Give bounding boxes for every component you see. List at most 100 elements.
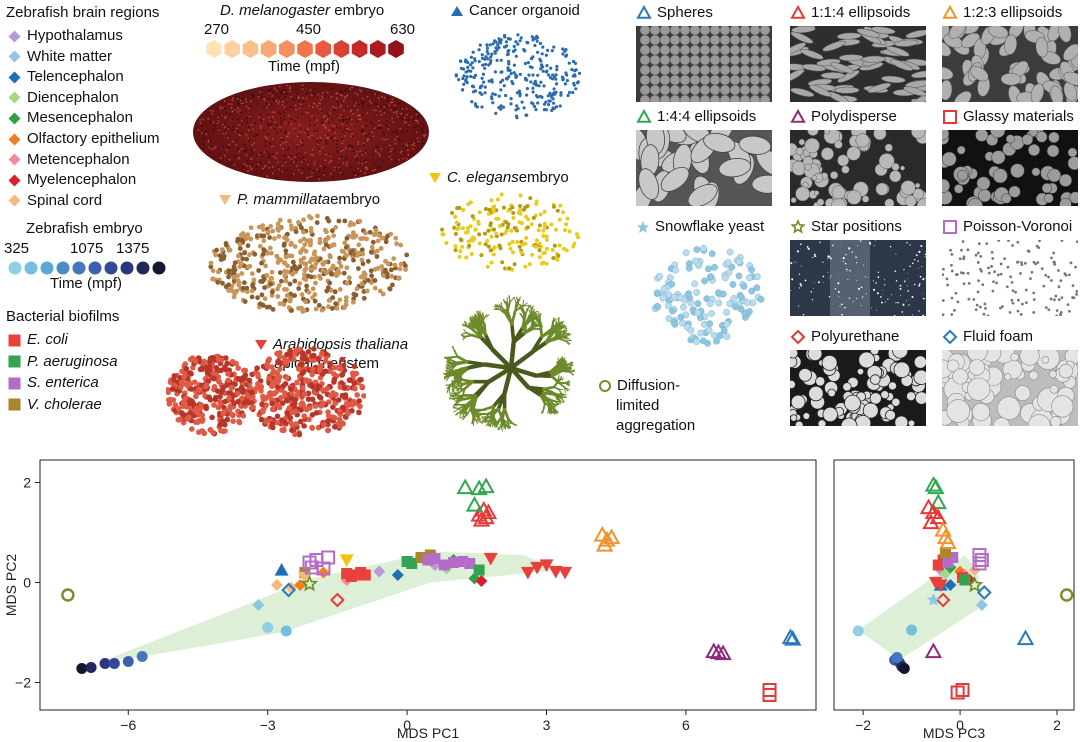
data-point — [602, 528, 621, 545]
data-point — [762, 688, 777, 702]
data-point — [714, 644, 732, 661]
diamond-icon — [8, 71, 21, 84]
series-dla — [61, 588, 75, 602]
data-point — [955, 683, 970, 697]
organoid-label-text: Cancer organoid — [469, 2, 580, 19]
data-point — [972, 556, 987, 571]
data-point — [539, 559, 554, 572]
colorbar-hex — [279, 40, 295, 58]
x-tick-label: 0 — [956, 717, 964, 733]
colorbar-hex — [297, 40, 313, 58]
data-point — [373, 565, 386, 578]
series-polyurethane — [329, 592, 345, 608]
celegans-label: C. elegans embryo — [428, 169, 569, 187]
y-tick-label: −2 — [15, 675, 31, 691]
series-biofilms — [299, 549, 485, 582]
data-point — [464, 558, 476, 569]
legend-item-olfactory-epithelium: Olfactory epithelium — [8, 130, 160, 148]
triangle-open-icon — [636, 5, 652, 19]
series-1-1-4-ellipsoids — [919, 498, 947, 530]
data-point — [415, 552, 427, 563]
legend-label: Hypothalamus — [27, 27, 123, 44]
data-point — [709, 643, 728, 660]
series-snowflake-yeast — [926, 593, 941, 606]
series-1-1-4-ellipsoids — [470, 500, 498, 527]
thumb-label-8: Polyurethane — [790, 328, 899, 346]
data-point — [926, 593, 941, 606]
data-point — [479, 503, 498, 520]
data-point — [262, 622, 274, 633]
data-point — [940, 547, 952, 558]
data-point — [976, 585, 992, 600]
data-point — [947, 552, 959, 563]
data-point — [922, 513, 940, 530]
brain-regions-title: Zebrafish brain regions — [6, 4, 160, 21]
data-point — [705, 642, 723, 659]
x-tick-label: 0 — [403, 717, 411, 733]
data-point — [329, 592, 345, 608]
series-1-2-3-ellipsoids — [593, 525, 621, 552]
legend-label: Diencephalon — [27, 88, 119, 106]
dmel-time-label: Time (mpf) — [268, 58, 340, 75]
colorbar-dot — [24, 261, 38, 275]
celegans-suffix: embryo — [518, 169, 569, 186]
data-point — [924, 642, 943, 659]
legend-item-e-coli: E. coli — [8, 331, 68, 349]
series-c-elegans — [339, 554, 354, 567]
zebrafish-tick-start: 325 — [4, 240, 30, 257]
square-icon — [8, 377, 21, 389]
diamond-icon — [8, 91, 21, 104]
legend-label: Mesencephalon — [27, 109, 133, 127]
data-point — [61, 588, 75, 602]
legend-item-diencephalon: Diencephalon — [8, 89, 119, 107]
dmel-embryo-image — [193, 82, 429, 182]
colorbar-dot — [56, 261, 70, 275]
triangle-open-icon — [790, 109, 806, 123]
data-point — [391, 569, 404, 581]
series-arabidopsis — [483, 552, 573, 580]
pmam-suffix: embryo — [330, 191, 381, 208]
data-point — [448, 557, 460, 568]
thumb-label-text: Glassy materials — [963, 108, 1074, 125]
diamond-icon — [8, 112, 21, 125]
data-point — [122, 656, 134, 667]
legend-label: V. cholerae — [27, 395, 102, 413]
x-tick-label: 6 — [682, 717, 690, 733]
legend-item-telencephalon: Telencephalon — [8, 68, 124, 86]
y-tick-label: 2 — [23, 475, 31, 491]
series-polydisperse — [924, 642, 943, 659]
series-p-mammillata — [297, 571, 312, 585]
organoid-label: Cancer organoid — [450, 2, 580, 20]
dmel-suffix: embryo — [330, 2, 385, 19]
star-open-glyph — [790, 219, 806, 234]
series-biofilms — [932, 547, 971, 586]
thumb-label-9: Fluid foam — [942, 328, 1033, 346]
data-point — [891, 652, 903, 663]
colorbar-dot — [40, 261, 54, 275]
colorbar-dot — [88, 261, 102, 275]
snowflake-label: Snowflake yeast — [636, 218, 764, 236]
square-icon — [8, 355, 21, 368]
dmel-tick-end: 630 — [390, 21, 416, 38]
data-point — [483, 552, 498, 566]
legend-item-v-cholerae: V. cholerae — [8, 396, 102, 414]
dla-line2: limited — [616, 397, 660, 414]
triangle-open-glyph — [942, 5, 958, 19]
data-point — [944, 579, 957, 591]
data-point — [422, 554, 434, 566]
triangle-down-icon — [219, 195, 231, 205]
thumb-label-0: Spheres — [636, 4, 713, 22]
celegans-embryo-image — [440, 192, 581, 272]
data-point — [898, 663, 910, 674]
data-point — [406, 558, 418, 569]
plot-frame — [833, 459, 1075, 711]
dmel-species: D. melanogaster — [220, 2, 331, 19]
data-point — [959, 574, 971, 586]
data-point — [457, 556, 469, 567]
thumb-label-2: 1:2:3 ellipsoids — [942, 4, 1062, 22]
thumb-label-text: Polyurethane — [811, 328, 900, 345]
data-point — [270, 579, 283, 591]
data-point — [108, 658, 120, 669]
celegans-species: C. elegans — [447, 169, 519, 186]
thumb-image-8 — [790, 350, 926, 426]
